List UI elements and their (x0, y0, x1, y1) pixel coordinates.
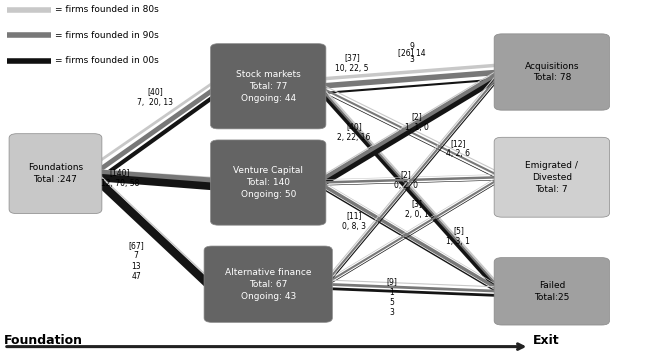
Text: 9: 9 (410, 42, 414, 51)
Text: Foundations
Total :247: Foundations Total :247 (28, 163, 83, 184)
Text: [67]
7
13
47: [67] 7 13 47 (128, 241, 144, 281)
FancyBboxPatch shape (494, 258, 610, 325)
Text: Alternative finance
Total: 67
Ongoing: 43: Alternative finance Total: 67 Ongoing: 4… (225, 268, 311, 300)
FancyBboxPatch shape (211, 140, 326, 225)
Text: = firms founded in 00s: = firms founded in 00s (56, 57, 159, 66)
Text: [5]
1, 3, 1: [5] 1, 3, 1 (446, 226, 470, 246)
Text: [40]
7,  20, 13: [40] 7, 20, 13 (138, 87, 173, 107)
Text: = firms founded in 80s: = firms founded in 80s (56, 5, 159, 14)
Text: [9]
1
5
3: [9] 1 5 3 (386, 277, 397, 318)
FancyBboxPatch shape (494, 34, 610, 110)
Text: Stock markets
Total: 77
Ongoing: 44: Stock markets Total: 77 Ongoing: 44 (236, 70, 300, 103)
FancyBboxPatch shape (9, 134, 102, 214)
Text: [26] 14: [26] 14 (398, 49, 426, 58)
FancyBboxPatch shape (211, 44, 326, 129)
FancyBboxPatch shape (494, 137, 610, 217)
Text: [2]
0, 2, 0: [2] 0, 2, 0 (393, 170, 417, 190)
Text: [37]
10, 22, 5: [37] 10, 22, 5 (335, 53, 369, 73)
Text: Exit: Exit (532, 334, 559, 347)
Text: Failed
Total:25: Failed Total:25 (534, 281, 570, 302)
Text: Foundation: Foundation (4, 334, 83, 347)
Text: = firms founded in 90s: = firms founded in 90s (56, 31, 159, 40)
Text: 3: 3 (410, 55, 414, 64)
Text: Acquisitions
Total: 78: Acquisitions Total: 78 (525, 62, 579, 82)
Text: [140]
12, 70, 58: [140] 12, 70, 58 (101, 168, 139, 188)
FancyBboxPatch shape (204, 246, 332, 322)
Text: [2]
1, 1, 0: [2] 1, 1, 0 (404, 112, 428, 132)
Text: [12]
4, 2, 6: [12] 4, 2, 6 (446, 139, 470, 158)
Text: [3]
2, 0, 1: [3] 2, 0, 1 (404, 200, 428, 219)
Text: Venture Capital
Total: 140
Ongoing: 50: Venture Capital Total: 140 Ongoing: 50 (233, 166, 303, 199)
Text: [11]
0, 8, 3: [11] 0, 8, 3 (342, 211, 366, 231)
Text: Emigrated /
Divested
Total: 7: Emigrated / Divested Total: 7 (525, 161, 578, 194)
Text: [40]
2, 22, 16: [40] 2, 22, 16 (337, 122, 371, 142)
